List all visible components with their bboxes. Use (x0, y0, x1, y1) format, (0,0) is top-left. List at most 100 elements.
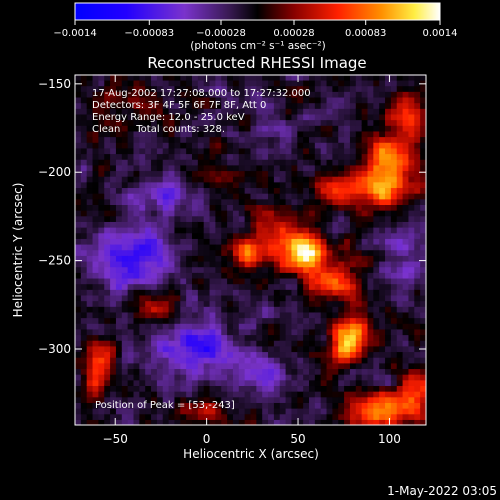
heatmap-cell (355, 96, 363, 104)
heatmap-cell (221, 159, 228, 166)
heatmap-cell (408, 283, 415, 290)
heatmap-cell (221, 402, 228, 409)
heatmap-cell (344, 272, 351, 279)
heatmap-cell (396, 334, 404, 341)
heatmap-cell (197, 419, 205, 425)
heatmap-cell (385, 108, 392, 115)
heatmap-cell (309, 351, 316, 358)
heatmap-cell (297, 311, 304, 319)
heatmap-cell (390, 294, 398, 302)
heatmap-cell (156, 317, 164, 324)
heatmap-cell (221, 311, 228, 319)
heatmap-cell (320, 396, 328, 403)
heatmap-cell (180, 210, 187, 217)
heatmap-cell (215, 306, 222, 313)
heatmap-cell (115, 79, 123, 87)
heatmap-cell (80, 187, 88, 194)
heatmap-cell (268, 306, 275, 313)
heatmap-cell (414, 266, 421, 273)
heatmap-cell (309, 272, 316, 279)
heatmap-cell (390, 238, 398, 245)
heatmap-cell (309, 311, 316, 319)
heatmap-cell (402, 215, 410, 222)
heatmap-cell (314, 136, 322, 143)
heatmap-cell (197, 323, 205, 330)
heatmap-cell (174, 374, 181, 381)
heatmap-cell (127, 91, 135, 98)
heatmap-cell (420, 164, 426, 172)
heatmap-cell (273, 328, 281, 336)
heatmap-cell (385, 125, 392, 132)
heatmap-cell (92, 334, 99, 341)
heatmap-cell (379, 193, 386, 200)
heatmap-cell (244, 204, 252, 211)
heatmap-cell (174, 159, 181, 166)
heatmap-cell (115, 408, 123, 415)
heatmap-cell (227, 210, 234, 217)
heatmap-cell (309, 249, 316, 256)
heatmap-cell (256, 91, 263, 98)
heatmap-cell (156, 283, 164, 290)
heatmap-cell (256, 193, 263, 200)
heatmap-cell (326, 283, 333, 290)
heatmap-cell (162, 283, 170, 290)
heatmap-cell (168, 317, 176, 324)
heatmap-cell (139, 113, 146, 121)
heatmap-cell (297, 215, 304, 222)
heatmap-cell (320, 227, 328, 234)
heatmap-cell (332, 345, 339, 353)
heatmap-cell (262, 130, 269, 138)
heatmap-cell (385, 79, 392, 87)
heatmap-cell (227, 170, 234, 177)
heatmap-cell (349, 391, 357, 398)
heatmap-cell (197, 119, 205, 126)
x-axis-label: Heliocentric X (arcsec) (183, 447, 319, 461)
heatmap-cell (326, 130, 333, 138)
heatmap-cell (256, 181, 263, 189)
heatmap-cell (332, 323, 339, 330)
heatmap-cell (396, 91, 404, 98)
heatmap-cell (215, 362, 222, 370)
heatmap-cell (373, 125, 380, 132)
colorbar-tick-label: −0.0014 (53, 28, 96, 39)
heatmap-cell (256, 374, 263, 381)
heatmap-cell (256, 238, 263, 245)
heatmap-cell (344, 221, 351, 228)
heatmap-cell (262, 255, 269, 262)
heatmap-cell (414, 374, 421, 381)
heatmap-cell (151, 181, 158, 189)
heatmap-cell (273, 130, 281, 138)
heatmap-cell (156, 351, 164, 358)
heatmap-cell (390, 368, 398, 375)
heatmap-cell (180, 232, 187, 239)
heatmap-cell (215, 176, 222, 183)
heatmap-cell (420, 193, 426, 200)
heatmap-cell (238, 396, 246, 403)
heatmap-cell (361, 345, 369, 353)
heatmap-cell (75, 221, 82, 228)
heatmap-cell (285, 277, 293, 285)
heatmap-cell (104, 176, 111, 183)
heatmap-cell (390, 119, 398, 126)
heatmap-cell (98, 193, 105, 200)
heatmap-cell (156, 136, 164, 143)
heatmap-cell (139, 391, 146, 398)
heatmap-cell (320, 113, 328, 121)
heatmap-cell (285, 198, 293, 205)
heatmap-cell (238, 74, 246, 81)
heatmap-cell (349, 317, 357, 324)
heatmap-cell (127, 227, 135, 234)
heatmap-cell (279, 221, 287, 228)
heatmap-cell (127, 266, 135, 273)
heatmap-cell (314, 204, 322, 211)
heatmap-cell (256, 108, 263, 115)
heatmap-cell (396, 176, 404, 183)
heatmap-cell (273, 142, 281, 149)
heatmap-cell (309, 176, 316, 183)
heatmap-cell (414, 232, 421, 239)
heatmap-cell (127, 413, 135, 420)
heatmap-cell (127, 289, 135, 296)
heatmap-cell (151, 396, 158, 403)
heatmap-cell (232, 102, 240, 109)
heatmap-cell (80, 379, 88, 387)
